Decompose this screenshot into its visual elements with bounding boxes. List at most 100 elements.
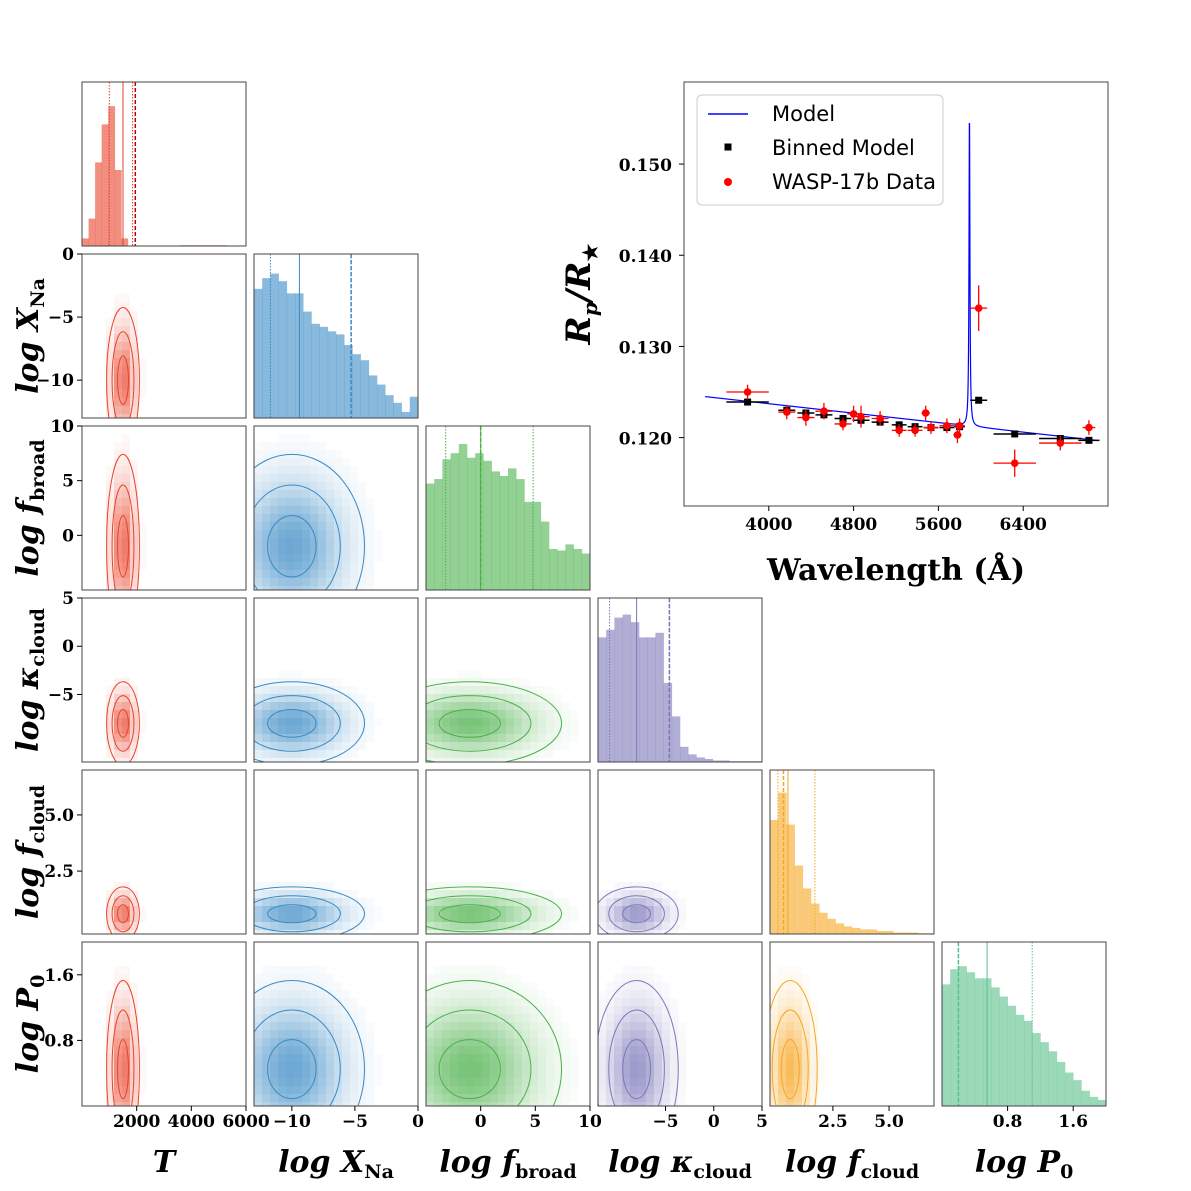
x-tick-label: 6000 bbox=[222, 1112, 269, 1132]
density-cell bbox=[474, 1014, 482, 1022]
density-cell bbox=[326, 982, 334, 990]
density-cell bbox=[538, 998, 546, 1006]
density-cell bbox=[514, 1086, 522, 1094]
axes-frame bbox=[941, 941, 1107, 1107]
density-cell bbox=[490, 1102, 498, 1106]
density-cell bbox=[450, 930, 458, 934]
density-cell bbox=[366, 1086, 374, 1094]
density-cell bbox=[342, 586, 350, 590]
density-cell bbox=[294, 562, 302, 570]
density-cell bbox=[326, 466, 334, 474]
density-cell bbox=[374, 538, 382, 546]
x-axis-label: Wavelength (Å) bbox=[766, 552, 1025, 588]
density-cell bbox=[654, 974, 662, 982]
density-cell bbox=[490, 718, 498, 726]
density-cell bbox=[506, 1046, 514, 1054]
density-cell bbox=[302, 1038, 310, 1046]
density-cell bbox=[294, 442, 302, 450]
density-cell bbox=[130, 702, 138, 710]
hist-bar bbox=[377, 384, 386, 418]
density-cell bbox=[302, 522, 310, 530]
density-cell bbox=[286, 914, 294, 922]
density-cell bbox=[434, 990, 442, 998]
density-cell bbox=[670, 914, 678, 922]
density-cell bbox=[366, 506, 374, 514]
hist-bar bbox=[336, 334, 345, 418]
density-cell bbox=[466, 1102, 474, 1106]
density-cell bbox=[442, 930, 450, 934]
density-cell bbox=[350, 702, 358, 710]
density-cell bbox=[802, 982, 810, 990]
density-cell bbox=[254, 546, 262, 554]
density-cell bbox=[130, 922, 138, 930]
density-cell bbox=[538, 686, 546, 694]
density-cell bbox=[286, 702, 294, 710]
density-cell bbox=[286, 1038, 294, 1046]
density-cell bbox=[482, 882, 490, 890]
density-cell bbox=[670, 1006, 678, 1014]
density-cell bbox=[474, 750, 482, 758]
density-cell bbox=[358, 922, 366, 930]
density-cell bbox=[654, 982, 662, 990]
density-cell bbox=[302, 966, 310, 974]
density-cell bbox=[506, 1062, 514, 1070]
axes-frame bbox=[597, 597, 763, 763]
density-cell bbox=[270, 750, 278, 758]
density-cell bbox=[278, 906, 286, 914]
x-tick-label: −5 bbox=[652, 1112, 678, 1132]
density-cell bbox=[286, 670, 294, 678]
density-cell bbox=[262, 1006, 270, 1014]
y-tick-label: 10 bbox=[50, 417, 74, 437]
density-cell bbox=[638, 930, 646, 934]
density-cell bbox=[770, 1086, 778, 1094]
density-cell bbox=[106, 530, 114, 538]
density-cell bbox=[114, 702, 122, 710]
density-cell bbox=[546, 914, 554, 922]
density-cell bbox=[114, 990, 122, 998]
density-cell bbox=[286, 686, 294, 694]
density-cell bbox=[254, 890, 262, 898]
density-cell bbox=[278, 562, 286, 570]
density-cell bbox=[302, 922, 310, 930]
density-cell bbox=[802, 1022, 810, 1030]
density-cell bbox=[326, 898, 334, 906]
density-cell bbox=[630, 974, 638, 982]
density-cell bbox=[254, 1102, 262, 1106]
density-cell bbox=[302, 450, 310, 458]
density-cell bbox=[450, 726, 458, 734]
density-cell bbox=[482, 1030, 490, 1038]
density-cell bbox=[122, 1094, 130, 1102]
density-cell bbox=[678, 1054, 686, 1062]
density-cell bbox=[458, 1062, 466, 1070]
density-cell bbox=[426, 710, 434, 718]
density-cell bbox=[778, 1070, 786, 1078]
axes-frame bbox=[81, 941, 247, 1107]
density-cell bbox=[570, 718, 578, 726]
density-cell bbox=[350, 1054, 358, 1062]
hist-bar bbox=[770, 820, 779, 934]
density-cell bbox=[466, 758, 474, 762]
ylabel-part: ★ bbox=[578, 244, 602, 262]
density bbox=[426, 966, 578, 1106]
density-cell bbox=[270, 718, 278, 726]
density-cell bbox=[326, 562, 334, 570]
density-cell bbox=[482, 710, 490, 718]
density-cell bbox=[262, 522, 270, 530]
hist-bar bbox=[426, 483, 435, 590]
x-tick-label: 5600 bbox=[915, 515, 962, 535]
density-cell bbox=[450, 1102, 458, 1106]
density-cell bbox=[366, 898, 374, 906]
density-cell bbox=[350, 718, 358, 726]
density-cell bbox=[114, 398, 122, 406]
density-cell bbox=[262, 530, 270, 538]
axis-label-main: log f bbox=[11, 496, 46, 577]
density-cell bbox=[678, 1094, 686, 1102]
density-cell bbox=[106, 1062, 114, 1070]
contour bbox=[771, 1009, 809, 1106]
density-cell bbox=[810, 1006, 818, 1014]
axis-label-sub: 0 bbox=[1060, 1161, 1073, 1183]
density-cell bbox=[130, 458, 138, 466]
density-cell bbox=[426, 1022, 434, 1030]
density-cell bbox=[530, 726, 538, 734]
